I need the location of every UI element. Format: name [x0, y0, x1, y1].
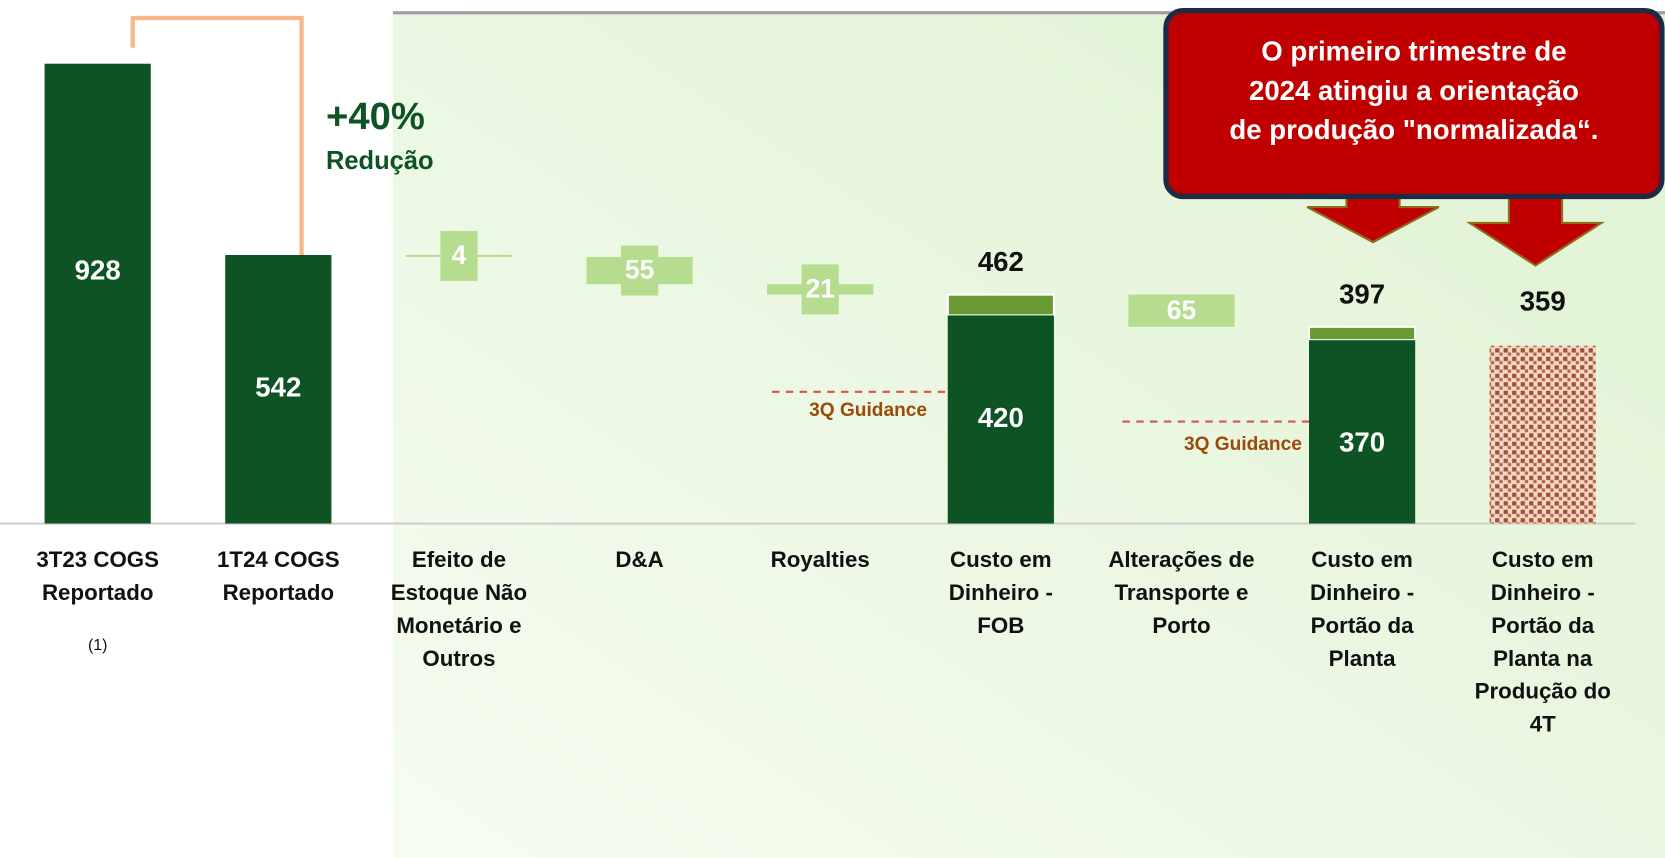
change-value: +40% — [326, 95, 425, 138]
value-label: 359 — [1520, 285, 1566, 316]
footnote: (1) — [88, 637, 107, 654]
bar — [225, 254, 332, 524]
category-label: Custo em Dinheiro - Portão da Planta — [1310, 547, 1415, 672]
bar — [1489, 345, 1596, 524]
label-box — [801, 264, 839, 315]
inner-value-label: 370 — [1339, 427, 1385, 458]
bar — [947, 315, 1054, 524]
marks: 928 542 4 55 21 462 420 65 397 370 359 — [44, 63, 1596, 524]
bar-cap — [1307, 325, 1417, 342]
bar — [1309, 340, 1416, 524]
change-label: Redução — [326, 147, 434, 175]
category-label: Efeito de Estoque Não Monetário e Outros — [390, 547, 528, 672]
guidance-label: 3Q Guidance — [1184, 434, 1302, 455]
category-label: 1T24 COGS Reportado — [216, 547, 340, 606]
category-label: D&A — [615, 547, 664, 573]
category-label: 3T23 COGS Reportado — [36, 547, 160, 606]
bar — [1128, 294, 1235, 327]
category-label: Custo em Dinheiro - FOB — [948, 547, 1053, 639]
bar-cap — [946, 293, 1055, 317]
callout-text: O primeiro trimestre de 2024 atingiu a o… — [1229, 35, 1599, 146]
category-label: Royalties — [770, 547, 870, 573]
inner-value-label: 420 — [978, 402, 1024, 433]
value-label: 542 — [255, 372, 301, 403]
value-label: 928 — [75, 255, 121, 286]
reduction-arrow — [130, 15, 304, 279]
guidance-label: 3Q Guidance — [809, 400, 927, 421]
label-box — [440, 231, 478, 281]
value-label: 462 — [978, 246, 1024, 277]
value-label: 397 — [1339, 278, 1385, 309]
bar — [44, 63, 151, 524]
value-label: 21 — [805, 273, 835, 303]
value-label: 55 — [625, 255, 655, 285]
label-box — [620, 245, 659, 296]
value-label: 4 — [452, 240, 467, 270]
callout-box — [1163, 7, 1665, 200]
category-label: Alterações de Transporte e Porto — [1108, 547, 1255, 639]
value-label: 65 — [1167, 295, 1197, 325]
category-label: Custo em Dinheiro - Portão da Planta na … — [1474, 547, 1611, 737]
